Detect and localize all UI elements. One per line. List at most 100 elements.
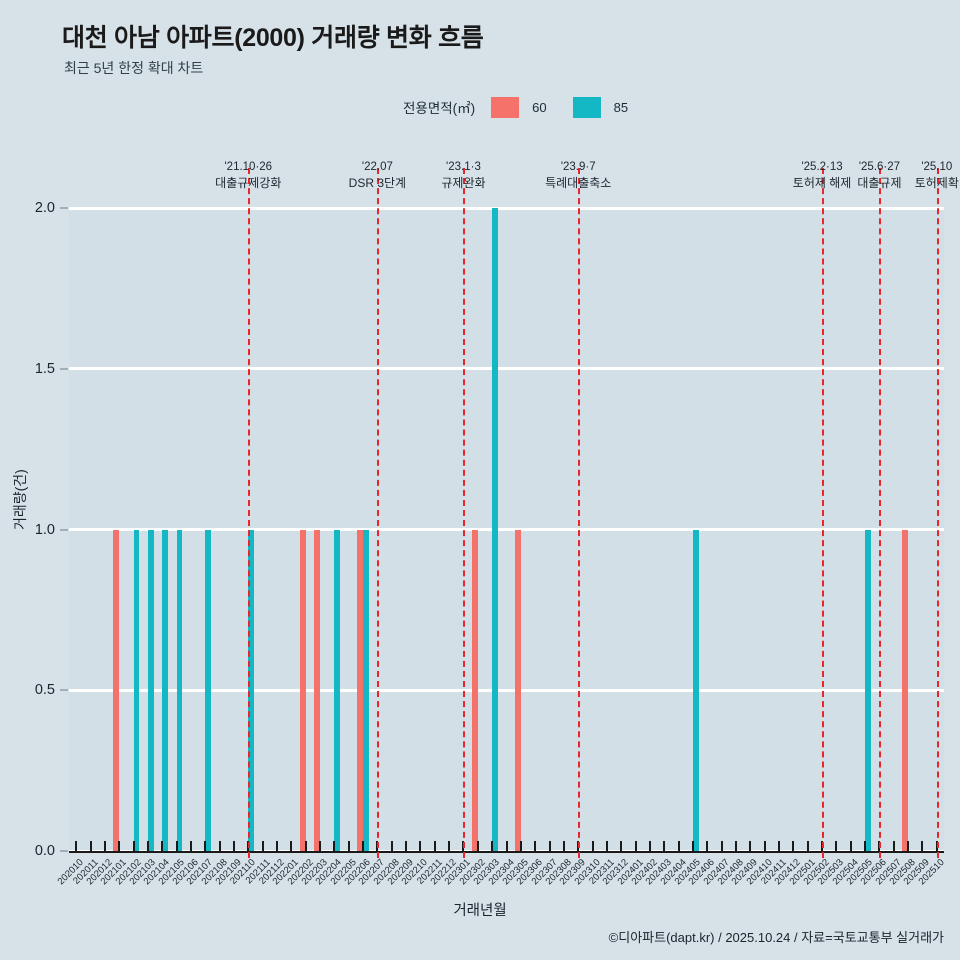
- x-tick-mark: [849, 841, 852, 851]
- bar: [299, 529, 306, 851]
- gridline: [69, 528, 944, 531]
- bar: [133, 529, 140, 851]
- event-line: [463, 168, 466, 858]
- bar: [147, 529, 154, 851]
- gridline: [69, 688, 944, 692]
- bar: [113, 529, 120, 851]
- x-tick-mark: [290, 841, 293, 851]
- y-tick-mark: [60, 207, 68, 209]
- x-tick-mark: [605, 841, 608, 851]
- x-tick-mark: [333, 841, 336, 851]
- page-title: 대천 아남 아파트(2000) 거래량 변화 흐름: [62, 24, 484, 52]
- bar: [865, 529, 871, 851]
- x-tick-mark: [505, 841, 508, 851]
- x-tick-mark: [548, 841, 551, 851]
- event-text: 토허제확: [914, 176, 959, 190]
- event-label: '25.2·13 토허제 해제: [793, 160, 852, 192]
- legend-swatch-60: [491, 96, 520, 118]
- event-text: DSR 3단계: [348, 176, 407, 190]
- x-tick-mark: [319, 841, 322, 851]
- x-tick-mark: [749, 841, 752, 851]
- x-tick-mark: [405, 841, 408, 851]
- bar: [902, 529, 909, 851]
- x-tick-mark: [189, 841, 192, 851]
- x-tick-mark: [691, 841, 694, 851]
- event-label: '22.07 DSR 3단계: [349, 160, 406, 192]
- x-tick-mark: [75, 841, 78, 851]
- page-subtitle: 최근 5년 한정 확대 차트: [64, 60, 204, 76]
- x-tick-mark: [763, 841, 766, 851]
- x-tick-mark: [519, 841, 522, 851]
- y-tick-mark: [60, 367, 68, 370]
- x-tick-mark: [778, 841, 781, 851]
- bar: [363, 529, 369, 851]
- event-line: [377, 168, 380, 858]
- x-tick-mark: [476, 841, 479, 851]
- bar: [692, 529, 699, 851]
- event-text: 대출규제: [857, 176, 902, 190]
- x-tick-mark: [835, 841, 838, 851]
- plot-area: [69, 206, 944, 853]
- y-tick-label: 2.0: [34, 200, 55, 216]
- x-tick-mark: [89, 841, 92, 851]
- x-tick-mark: [390, 841, 393, 851]
- y-axis-title: 거래량(건): [12, 469, 28, 530]
- x-tick-mark: [663, 841, 666, 851]
- x-tick-mark: [218, 841, 221, 851]
- event-text: 토허제 해제: [792, 176, 852, 190]
- event-date: '25.10: [921, 161, 953, 173]
- event-line: [936, 168, 939, 858]
- x-tick-mark: [648, 841, 651, 851]
- event-label: '25.6·27 대출규제: [857, 160, 901, 192]
- x-tick-mark: [419, 841, 422, 851]
- x-axis-line: [69, 851, 944, 853]
- bar: [515, 529, 521, 851]
- x-tick-mark: [720, 841, 723, 851]
- event-line: [879, 168, 882, 858]
- bar: [492, 208, 498, 851]
- event-date: '23.9·7: [560, 161, 596, 173]
- event-text: 특례대출축소: [545, 176, 612, 190]
- x-tick-mark: [261, 841, 264, 851]
- y-tick-mark: [60, 689, 68, 692]
- x-tick-mark: [161, 841, 164, 851]
- x-tick-mark: [534, 841, 537, 851]
- x-tick-mark: [491, 841, 494, 851]
- event-text: 대출규제강화: [215, 176, 282, 190]
- bar: [176, 529, 183, 851]
- gridline: [69, 367, 944, 371]
- bar: [472, 529, 478, 851]
- legend-label-60: 60: [532, 99, 547, 115]
- event-label: '25.10 토허제확: [915, 160, 959, 192]
- x-tick-mark: [275, 841, 278, 851]
- y-tick-mark: [60, 850, 68, 852]
- x-tick-mark: [433, 841, 436, 851]
- x-tick-mark: [735, 841, 737, 851]
- gridline: [69, 206, 944, 210]
- x-tick-mark: [204, 841, 207, 851]
- x-tick-mark: [892, 841, 895, 851]
- bar: [334, 529, 341, 851]
- event-date: '25.2·13: [801, 161, 843, 173]
- x-tick-mark: [132, 841, 135, 851]
- x-tick-mark: [620, 841, 623, 851]
- x-tick-mark: [146, 841, 149, 851]
- y-tick-label: 1.5: [34, 360, 55, 377]
- footer-credit: ©디아파트(dapt.kr) / 2025.10.24 / 자료=국토교통부 실…: [608, 930, 944, 945]
- x-tick-mark: [907, 841, 910, 851]
- x-tick-mark: [591, 841, 594, 851]
- x-tick-mark: [706, 841, 709, 851]
- x-tick-mark: [118, 841, 121, 851]
- event-date: '22.07: [361, 161, 393, 173]
- event-line: [248, 168, 251, 858]
- y-tick-label: 0.0: [34, 843, 55, 859]
- event-label: '21.10·26 대출규제강화: [215, 160, 281, 192]
- x-tick-mark: [347, 841, 350, 851]
- x-tick-mark: [864, 841, 867, 851]
- x-axis-title: 거래년월: [453, 903, 507, 919]
- event-label: '23.1·3 규제완화: [441, 160, 485, 192]
- event-date: '23.1·3: [446, 161, 481, 173]
- bar: [314, 529, 321, 851]
- y-tick-label: 0.5: [34, 682, 55, 699]
- x-tick-mark: [362, 841, 365, 851]
